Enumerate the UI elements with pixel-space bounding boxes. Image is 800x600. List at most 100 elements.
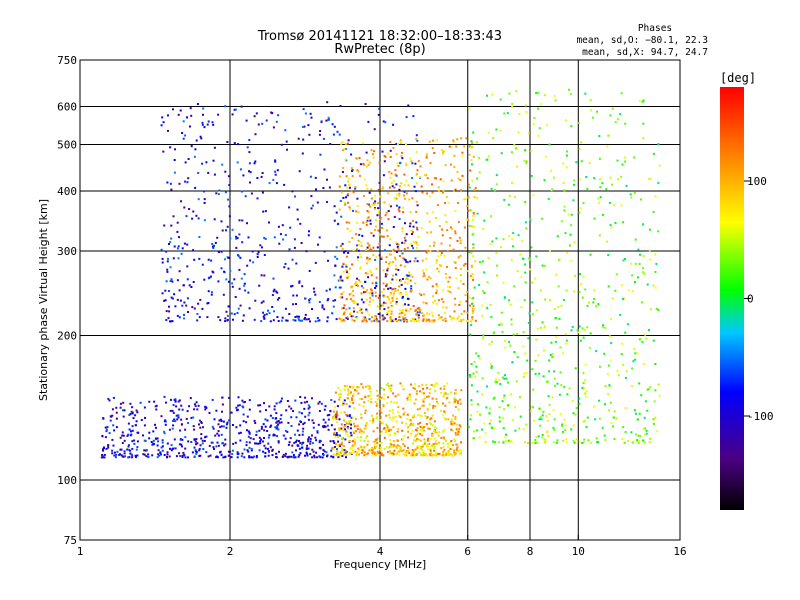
echo-point (374, 194, 377, 197)
echo-point (472, 214, 475, 217)
echo-point (645, 429, 648, 432)
echo-point (389, 293, 392, 296)
echo-point (300, 412, 303, 415)
echo-point (293, 441, 296, 444)
echo-point (223, 456, 226, 459)
echo-point (198, 316, 201, 319)
colorbar-label: [deg] (720, 71, 756, 85)
echo-point (433, 244, 435, 247)
echo-point (390, 310, 393, 313)
echo-point (347, 435, 349, 438)
echo-point (309, 112, 312, 115)
echo-point (459, 254, 462, 257)
echo-point (351, 169, 354, 171)
echo-point (204, 436, 206, 439)
echo-point (451, 316, 454, 319)
echo-point (476, 429, 479, 432)
echo-point (261, 246, 263, 249)
echo-point (609, 224, 612, 227)
echo-point (501, 400, 504, 403)
echo-point (385, 283, 388, 286)
echo-point (506, 112, 509, 115)
echo-point (449, 226, 452, 229)
echo-point (380, 222, 383, 225)
stats-line-o: mean, sd,O: −80.1, 22.3 (576, 35, 708, 46)
echo-point (552, 408, 555, 411)
echo-point (418, 414, 421, 417)
echo-point (360, 256, 363, 259)
echo-point (370, 197, 373, 200)
echo-point (388, 409, 391, 412)
echo-point (398, 218, 401, 220)
echo-point (564, 333, 567, 336)
echo-point (248, 139, 251, 141)
echo-point (308, 270, 311, 272)
echo-point (502, 238, 505, 241)
echo-point (624, 331, 627, 334)
echo-point (357, 211, 360, 214)
echo-point (321, 306, 324, 309)
echo-point (280, 397, 283, 400)
echo-point (353, 310, 356, 313)
echo-point (394, 169, 397, 172)
echo-point (495, 174, 498, 177)
echo-point (595, 437, 598, 440)
echo-point (611, 107, 614, 110)
echo-point (539, 289, 542, 292)
echo-point (262, 440, 264, 443)
echo-point (442, 180, 445, 183)
echo-point (356, 428, 359, 431)
echo-point (447, 285, 449, 288)
echo-point (419, 426, 422, 428)
echo-point (364, 445, 367, 448)
echo-point (326, 178, 328, 181)
echo-point (642, 255, 645, 258)
echo-point (161, 441, 164, 444)
echo-point (355, 284, 358, 287)
echo-point (435, 283, 438, 286)
echo-point (344, 148, 347, 150)
echo-point (323, 168, 326, 171)
echo-point (309, 453, 312, 456)
echo-point (254, 133, 257, 136)
echo-point (633, 191, 636, 194)
echo-point (493, 331, 496, 334)
echo-point (307, 318, 310, 321)
echo-point (260, 175, 263, 178)
echo-point (375, 285, 378, 288)
echo-point (576, 329, 579, 332)
echo-point (310, 195, 313, 198)
echo-point (453, 165, 456, 168)
echo-point (471, 233, 474, 236)
echo-point (452, 454, 455, 457)
echo-point (414, 398, 417, 401)
echo-point (228, 184, 231, 186)
echo-point (312, 450, 315, 453)
echo-point (221, 442, 224, 445)
echo-point (395, 273, 398, 276)
echo-point (457, 450, 460, 453)
echo-point (572, 199, 575, 202)
echo-point (459, 425, 462, 428)
echo-point (169, 241, 172, 243)
echo-point (348, 183, 351, 186)
echo-point (238, 233, 241, 236)
echo-point (408, 418, 411, 421)
echo-point (376, 412, 378, 415)
echo-point (192, 281, 195, 283)
echo-point (395, 241, 398, 244)
echo-point (502, 441, 505, 444)
echo-point (166, 260, 169, 263)
echo-point (246, 449, 249, 452)
echo-point (401, 157, 404, 160)
echo-point (579, 207, 582, 209)
echo-point (549, 299, 551, 302)
echo-point (103, 456, 106, 459)
echo-point (191, 451, 194, 454)
echo-point (395, 401, 398, 404)
echo-point (402, 206, 405, 209)
echo-point (535, 92, 538, 94)
echo-point (340, 447, 343, 450)
echo-point (466, 311, 469, 314)
